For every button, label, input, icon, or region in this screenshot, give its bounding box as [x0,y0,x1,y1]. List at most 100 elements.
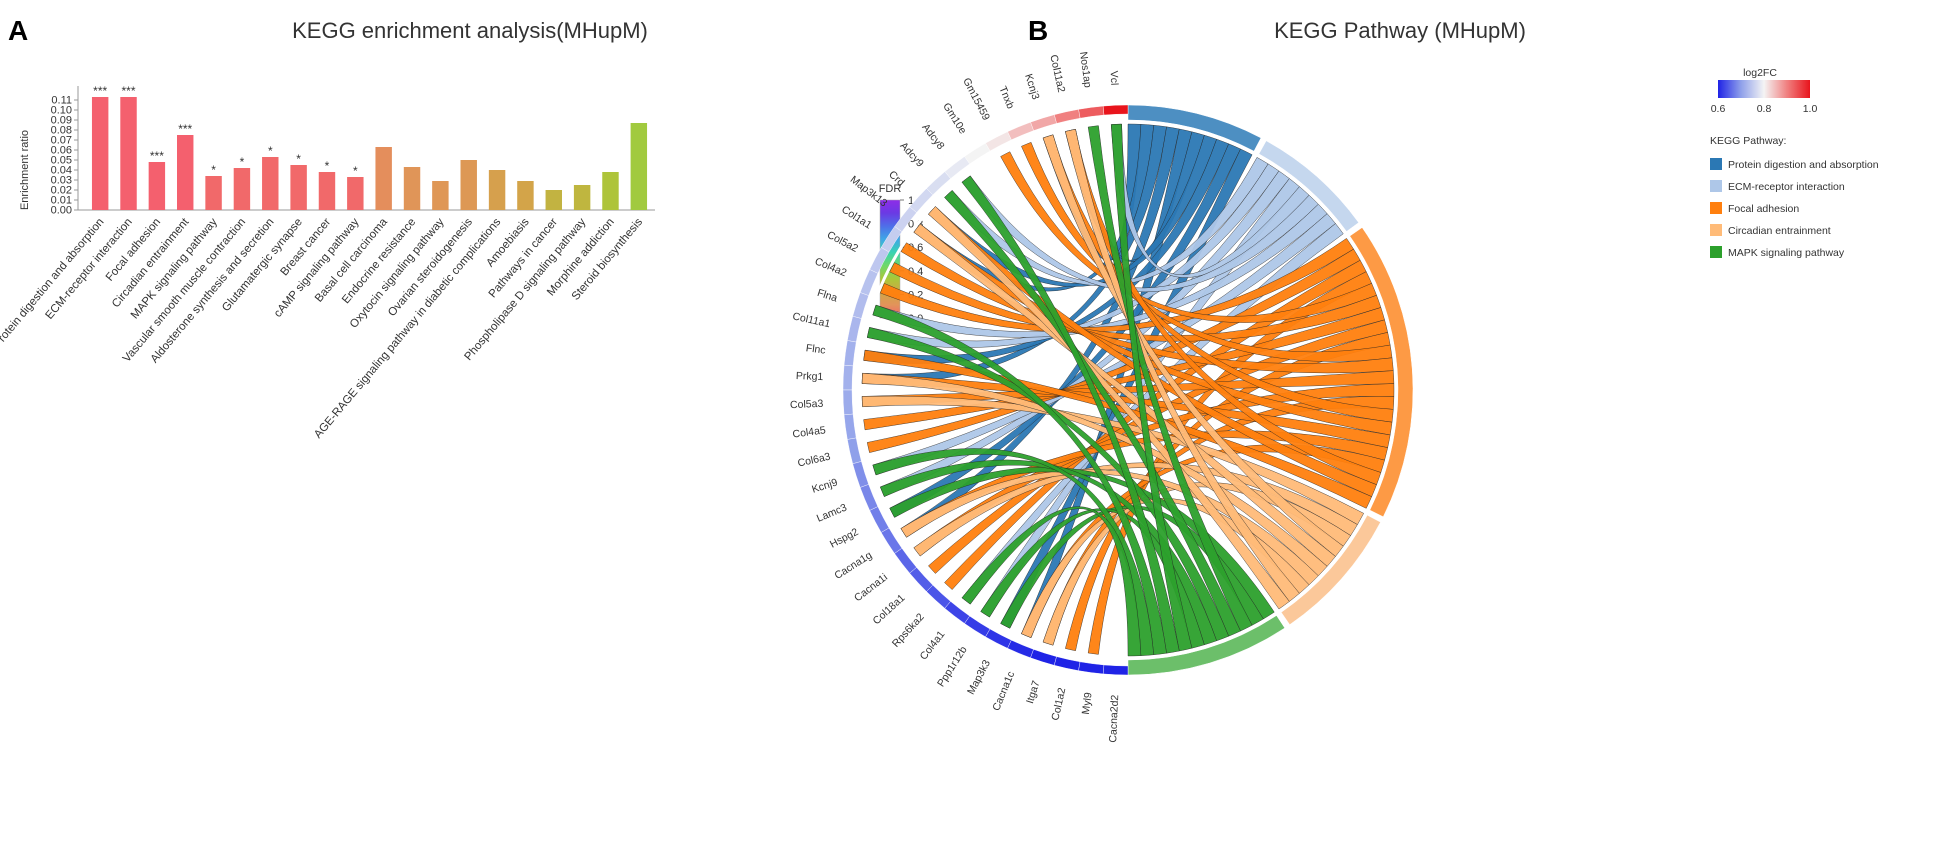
panel-letter-a: A [8,15,28,46]
bar [290,165,307,210]
gene-arc [843,340,857,367]
chord-ribbon [861,372,1328,577]
bar [205,176,222,210]
bar [120,97,137,210]
significance-label: * [240,155,245,169]
gene-label: Col4a2 [813,255,848,279]
bar [432,181,449,210]
bar [318,172,336,210]
y-tick-label: 0.07 [51,135,72,147]
chord-ribbon [1042,134,1344,557]
legend-label: Circadian entrainment [1728,225,1831,237]
pathway-arc [1280,514,1381,626]
y-tick-label: 0.01 [51,195,72,207]
gene-label: Cacna1g [832,549,874,582]
gene-arc [843,413,857,440]
bar [403,167,421,210]
gene-arc [842,389,854,416]
bar [488,170,506,210]
significance-label: * [353,164,358,178]
chord-ribbon [1065,128,1300,602]
chord-ribbon [863,307,1385,431]
significance-label: *** [122,84,136,98]
gene-arc [1007,121,1034,141]
bar [602,172,619,210]
gene-label: Col11a2 [1047,54,1067,94]
bar [148,162,166,210]
bar [517,181,534,210]
gene-label: Gm10e [940,101,969,137]
chord-ribbon [928,206,1290,610]
gene-label: Col6a3 [797,451,832,470]
legend-swatch [1710,224,1722,236]
gene-label: Kcnj9 [810,476,839,495]
gene-arc [1102,104,1129,116]
y-tick-label: 0.02 [51,185,72,197]
log2fc-tick-label: 1.0 [1803,103,1818,115]
pathway-arc [1127,104,1262,152]
gene-label: Col4a1 [918,628,948,662]
bar-chart: 0.000.010.020.030.040.050.060.070.080.09… [0,84,655,441]
chord-ribbon [872,304,1167,655]
legend-label: Focal adhesion [1728,203,1799,215]
gene-arc [1102,664,1129,676]
chord-ribbon [944,190,1241,637]
chord-ribbon [1087,125,1253,632]
y-tick-label: 0.06 [51,145,72,157]
legend-swatch [1710,180,1722,192]
y-tick-label: 0.04 [51,165,72,177]
gene-label: Ppp1r12b [935,644,970,689]
log2fc-tick-label: 0.6 [1711,103,1726,115]
gene-arc [985,131,1012,152]
gene-arc [1053,109,1081,124]
category-label: AGE-RAGE signaling pathway in diabetic c… [312,216,503,441]
gene-label: Col5a3 [790,398,824,411]
gene-label: Cacna2d2 [1107,694,1121,743]
significance-label: * [268,144,273,158]
y-tick-label: 0.05 [51,155,72,167]
chord-ribbon [1110,123,1193,652]
gene-label: Flna [816,287,839,305]
significance-label: *** [93,84,107,98]
chord-ribbon [1021,142,1393,362]
significance-label: *** [178,122,192,136]
gene-label: Col5a2 [825,229,860,255]
gene-arc [842,364,854,391]
gene-arc [869,506,890,533]
category-label: Breast cancer [278,216,333,278]
significance-label: * [211,163,216,177]
gene-label: Map3k3 [965,658,993,697]
chord-ribbon [863,349,1372,509]
gene-label: Hspg2 [828,526,861,551]
gene-arc [1078,661,1105,675]
gene-arc [1007,639,1034,659]
bar [177,135,194,210]
gene-arc [880,527,903,554]
gene-label: Adcy8 [919,122,946,153]
gene-label: Kcnj3 [1022,72,1041,101]
pathway-arc [1258,140,1360,232]
legend-swatch [1710,158,1722,170]
significance-label: * [296,152,301,166]
pathway-arc [1349,227,1414,518]
y-axis-label: Enrichment ratio [19,130,31,210]
significance-label: * [325,159,330,173]
gene-arc [852,292,869,319]
inner-ring [858,120,1398,660]
panel-letter-b: B [1028,15,1048,46]
gene-label: Vcl [1108,70,1121,85]
gene-label: Flnc [805,342,826,356]
chord-ribbon [1000,151,1377,323]
chord-ribbon [913,223,1336,567]
log2fc-scale-gradient [1718,80,1810,98]
bar [545,190,562,210]
legend-label: ECM-receptor interaction [1728,181,1845,193]
legend-label: Protein digestion and absorption [1728,159,1879,171]
bar [573,185,591,210]
bar [347,177,364,210]
gene-label: Tnxb [996,85,1016,111]
gene-arc [847,437,862,465]
y-tick-label: 0.09 [51,115,72,127]
category-label: Protein digestion and absorption [0,216,106,350]
